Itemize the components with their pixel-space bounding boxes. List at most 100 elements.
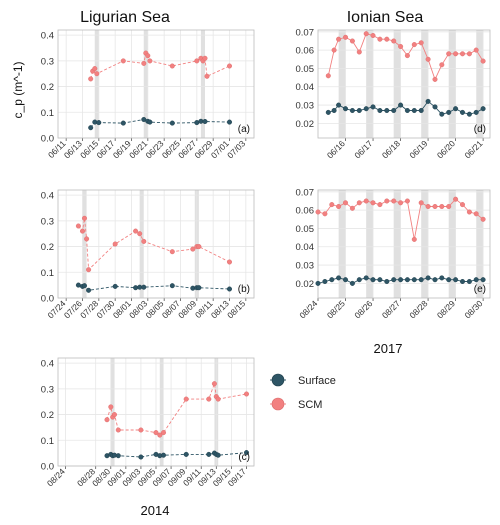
legend-scm-label: SCM — [298, 399, 322, 411]
night-shade-band — [143, 30, 148, 138]
series-scm — [315, 196, 486, 242]
data-point-surface — [432, 104, 438, 110]
y-tick-label: 0.1 — [41, 268, 54, 279]
panel-border — [317, 189, 491, 299]
data-point-scm — [115, 427, 121, 433]
panel-background — [318, 30, 490, 138]
x-tick-label: 06/18 — [380, 138, 402, 160]
data-point-surface — [404, 107, 410, 113]
data-point-surface — [446, 277, 452, 283]
data-point-surface — [112, 283, 118, 289]
night-shade-band — [338, 190, 346, 298]
data-point-surface — [349, 280, 355, 286]
data-point-surface — [473, 277, 479, 283]
data-point-surface — [432, 277, 438, 283]
data-point-scm — [202, 55, 208, 61]
y-tick-label: 0.3 — [41, 216, 54, 227]
data-point-surface — [194, 120, 200, 126]
data-point-scm — [404, 53, 410, 59]
night-shade-band — [448, 30, 456, 138]
data-point-surface — [460, 109, 466, 115]
data-point-scm — [398, 200, 404, 206]
night-shade-band — [393, 30, 401, 138]
data-point-scm — [466, 209, 472, 215]
data-point-scm — [453, 196, 459, 202]
data-point-surface — [453, 106, 459, 112]
data-point-scm — [94, 71, 100, 77]
data-point-scm — [439, 203, 445, 209]
data-point-surface — [425, 275, 431, 281]
data-point-scm — [460, 51, 466, 57]
data-point-scm — [138, 427, 144, 433]
y-tick-label: 0.06 — [296, 206, 315, 217]
data-point-scm — [204, 73, 210, 79]
night-shade-band — [476, 30, 484, 138]
panel-e: 0.02 0.03 0.04 0.05 0.06 0.07 08/24 08/25 08/26 0… — [296, 187, 491, 320]
data-point-surface — [411, 107, 417, 113]
data-point-surface — [356, 277, 362, 283]
y-tick-label: 0.06 — [296, 46, 315, 57]
data-point-scm — [418, 40, 424, 46]
x-tick-label: 09/17 — [226, 466, 248, 488]
data-point-scm — [446, 203, 452, 209]
data-point-scm — [363, 198, 369, 204]
data-point-surface — [226, 119, 232, 125]
data-point-scm — [343, 34, 349, 40]
data-point-surface — [315, 280, 321, 286]
data-point-scm — [169, 63, 175, 69]
data-point-scm — [79, 228, 85, 234]
data-point-scm — [137, 231, 143, 237]
data-point-scm — [157, 432, 163, 438]
legend-surface-label: Surface — [298, 375, 336, 387]
data-point-scm — [133, 228, 139, 234]
data-point-scm — [226, 63, 232, 69]
y-tick-label: 0.02 — [296, 279, 315, 290]
data-point-surface — [183, 451, 189, 457]
right-column-title: Ionian Sea — [347, 9, 424, 26]
night-shade-band — [421, 190, 429, 298]
data-point-surface — [466, 111, 472, 117]
data-point-scm — [432, 76, 438, 82]
x-tick-label: 08/24 — [297, 298, 319, 320]
x-tick-label: 06/19 — [407, 138, 429, 160]
series-surface — [88, 116, 232, 131]
data-point-scm — [120, 58, 126, 64]
data-point-scm — [391, 38, 397, 44]
y-tick-label: 0.02 — [296, 119, 315, 130]
data-point-surface — [226, 286, 232, 292]
panels: c_p (m^-1)0.00.10.20.30.406/1106/1306/15… — [11, 27, 491, 488]
y-tick-label: 0.03 — [296, 101, 315, 112]
data-point-surface — [473, 109, 479, 115]
data-point-scm — [211, 381, 217, 387]
data-point-surface — [349, 107, 355, 113]
x-tick-label: 08/30 — [462, 298, 484, 320]
data-point-surface — [329, 277, 335, 283]
data-point-surface — [460, 279, 466, 285]
night-shade-band — [366, 30, 374, 138]
x-tick-label: 06/21 — [462, 138, 484, 160]
y-tick-label: 0.05 — [296, 64, 315, 75]
data-point-scm — [370, 33, 376, 39]
panel-background — [58, 190, 254, 298]
data-point-scm — [425, 56, 431, 62]
data-point-surface — [81, 283, 87, 289]
data-point-scm — [480, 58, 486, 64]
panel-label: (d) — [474, 124, 486, 135]
data-point-surface — [398, 277, 404, 283]
data-point-scm — [384, 198, 390, 204]
data-point-scm — [377, 202, 383, 208]
data-point-scm — [398, 44, 404, 50]
data-point-scm — [160, 430, 166, 436]
data-point-surface — [196, 285, 202, 291]
night-shade-band — [94, 30, 99, 138]
y-tick-label: 0.3 — [41, 56, 54, 67]
right-year-label: 2017 — [374, 341, 403, 356]
y-tick-label: 0.07 — [296, 27, 315, 38]
y-tick-label: 0.04 — [296, 82, 315, 93]
data-point-scm — [349, 205, 355, 211]
data-point-scm — [194, 58, 200, 64]
data-point-surface — [169, 120, 175, 126]
legend-surface-marker — [271, 373, 285, 387]
data-point-surface — [322, 279, 328, 285]
left-year-label: 2014 — [141, 503, 170, 518]
